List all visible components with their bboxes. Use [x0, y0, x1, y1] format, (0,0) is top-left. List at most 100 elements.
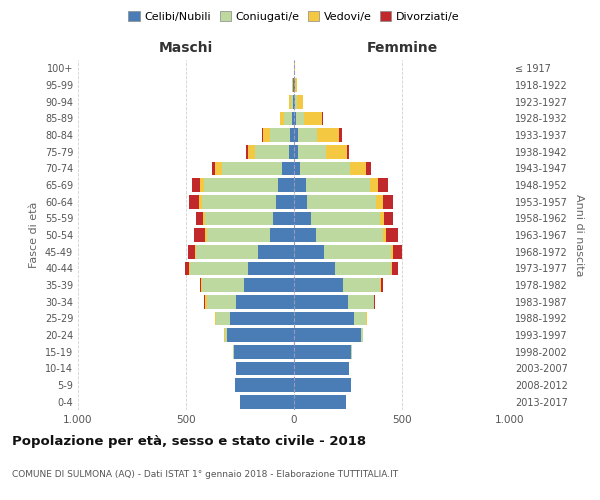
Bar	[270, 228, 294, 242]
Bar	[294, 345, 351, 358]
Bar	[212, 162, 215, 175]
Bar	[205, 212, 274, 225]
Bar	[347, 145, 349, 158]
Bar	[326, 145, 347, 158]
Bar	[284, 112, 292, 125]
Bar	[340, 128, 341, 142]
Text: Popolazione per età, sesso e stato civile - 2018: Popolazione per età, sesso e stato civil…	[12, 435, 366, 448]
Bar	[294, 362, 349, 375]
Bar	[294, 228, 316, 242]
Bar	[289, 95, 291, 108]
Bar	[221, 162, 282, 175]
Bar	[196, 212, 203, 225]
Bar	[206, 295, 236, 308]
Bar	[294, 178, 306, 192]
Bar	[386, 228, 398, 242]
Bar	[350, 162, 367, 175]
Bar	[205, 295, 206, 308]
Bar	[335, 262, 391, 275]
Bar	[202, 195, 275, 208]
Bar	[293, 78, 294, 92]
Text: COMUNE DI SULMONA (AQ) - Dati ISTAT 1° gennaio 2018 - Elaborazione TUTTITALIA.IT: COMUNE DI SULMONA (AQ) - Dati ISTAT 1° g…	[12, 470, 398, 479]
Bar	[255, 145, 289, 158]
Bar	[394, 245, 402, 258]
Bar	[230, 312, 294, 325]
Bar	[294, 95, 295, 108]
Bar	[194, 245, 196, 258]
Bar	[296, 112, 304, 125]
Bar	[293, 95, 294, 108]
Bar	[370, 178, 378, 192]
Bar	[295, 95, 297, 108]
Bar	[259, 245, 294, 258]
Bar	[383, 195, 394, 208]
Bar	[304, 112, 322, 125]
Bar	[374, 295, 376, 308]
Bar	[294, 278, 343, 292]
Bar	[324, 245, 391, 258]
Bar	[294, 145, 298, 158]
Bar	[215, 312, 216, 325]
Bar	[227, 328, 294, 342]
Bar	[382, 278, 383, 292]
Bar	[289, 145, 294, 158]
Text: Femmine: Femmine	[367, 41, 437, 55]
Bar	[282, 162, 294, 175]
Bar	[225, 328, 227, 342]
Bar	[376, 195, 383, 208]
Bar	[205, 228, 206, 242]
Bar	[262, 128, 263, 142]
Bar	[248, 145, 255, 158]
Bar	[348, 295, 374, 308]
Bar	[378, 178, 388, 192]
Bar	[367, 162, 371, 175]
Bar	[343, 278, 380, 292]
Bar	[294, 395, 346, 408]
Bar	[274, 212, 294, 225]
Bar	[292, 112, 294, 125]
Bar	[294, 328, 361, 342]
Bar	[240, 395, 294, 408]
Bar	[205, 178, 278, 192]
Bar	[294, 128, 298, 142]
Bar	[199, 195, 202, 208]
Bar	[306, 178, 370, 192]
Bar	[383, 228, 386, 242]
Bar	[380, 212, 383, 225]
Bar	[294, 162, 301, 175]
Bar	[361, 328, 362, 342]
Bar	[200, 178, 205, 192]
Bar	[202, 278, 244, 292]
Bar	[189, 262, 190, 275]
Bar	[189, 195, 199, 208]
Bar	[294, 378, 351, 392]
Bar	[290, 128, 294, 142]
Bar	[322, 112, 323, 125]
Bar	[294, 245, 324, 258]
Bar	[294, 262, 335, 275]
Bar	[392, 262, 398, 275]
Bar	[185, 262, 189, 275]
Y-axis label: Fasce di età: Fasce di età	[29, 202, 39, 268]
Y-axis label: Anni di nascita: Anni di nascita	[574, 194, 584, 276]
Bar	[270, 128, 290, 142]
Bar	[193, 178, 200, 192]
Bar	[247, 145, 248, 158]
Bar	[200, 278, 201, 292]
Bar	[297, 95, 303, 108]
Bar	[215, 162, 221, 175]
Bar	[190, 262, 248, 275]
Bar	[233, 345, 294, 358]
Bar	[355, 312, 367, 325]
Bar	[295, 78, 297, 92]
Bar	[203, 212, 205, 225]
Bar	[194, 228, 205, 242]
Bar	[294, 195, 307, 208]
Bar	[391, 262, 392, 275]
Bar	[263, 128, 270, 142]
Bar	[317, 128, 340, 142]
Bar	[235, 378, 294, 392]
Bar	[196, 245, 259, 258]
Bar	[201, 278, 202, 292]
Bar	[298, 145, 326, 158]
